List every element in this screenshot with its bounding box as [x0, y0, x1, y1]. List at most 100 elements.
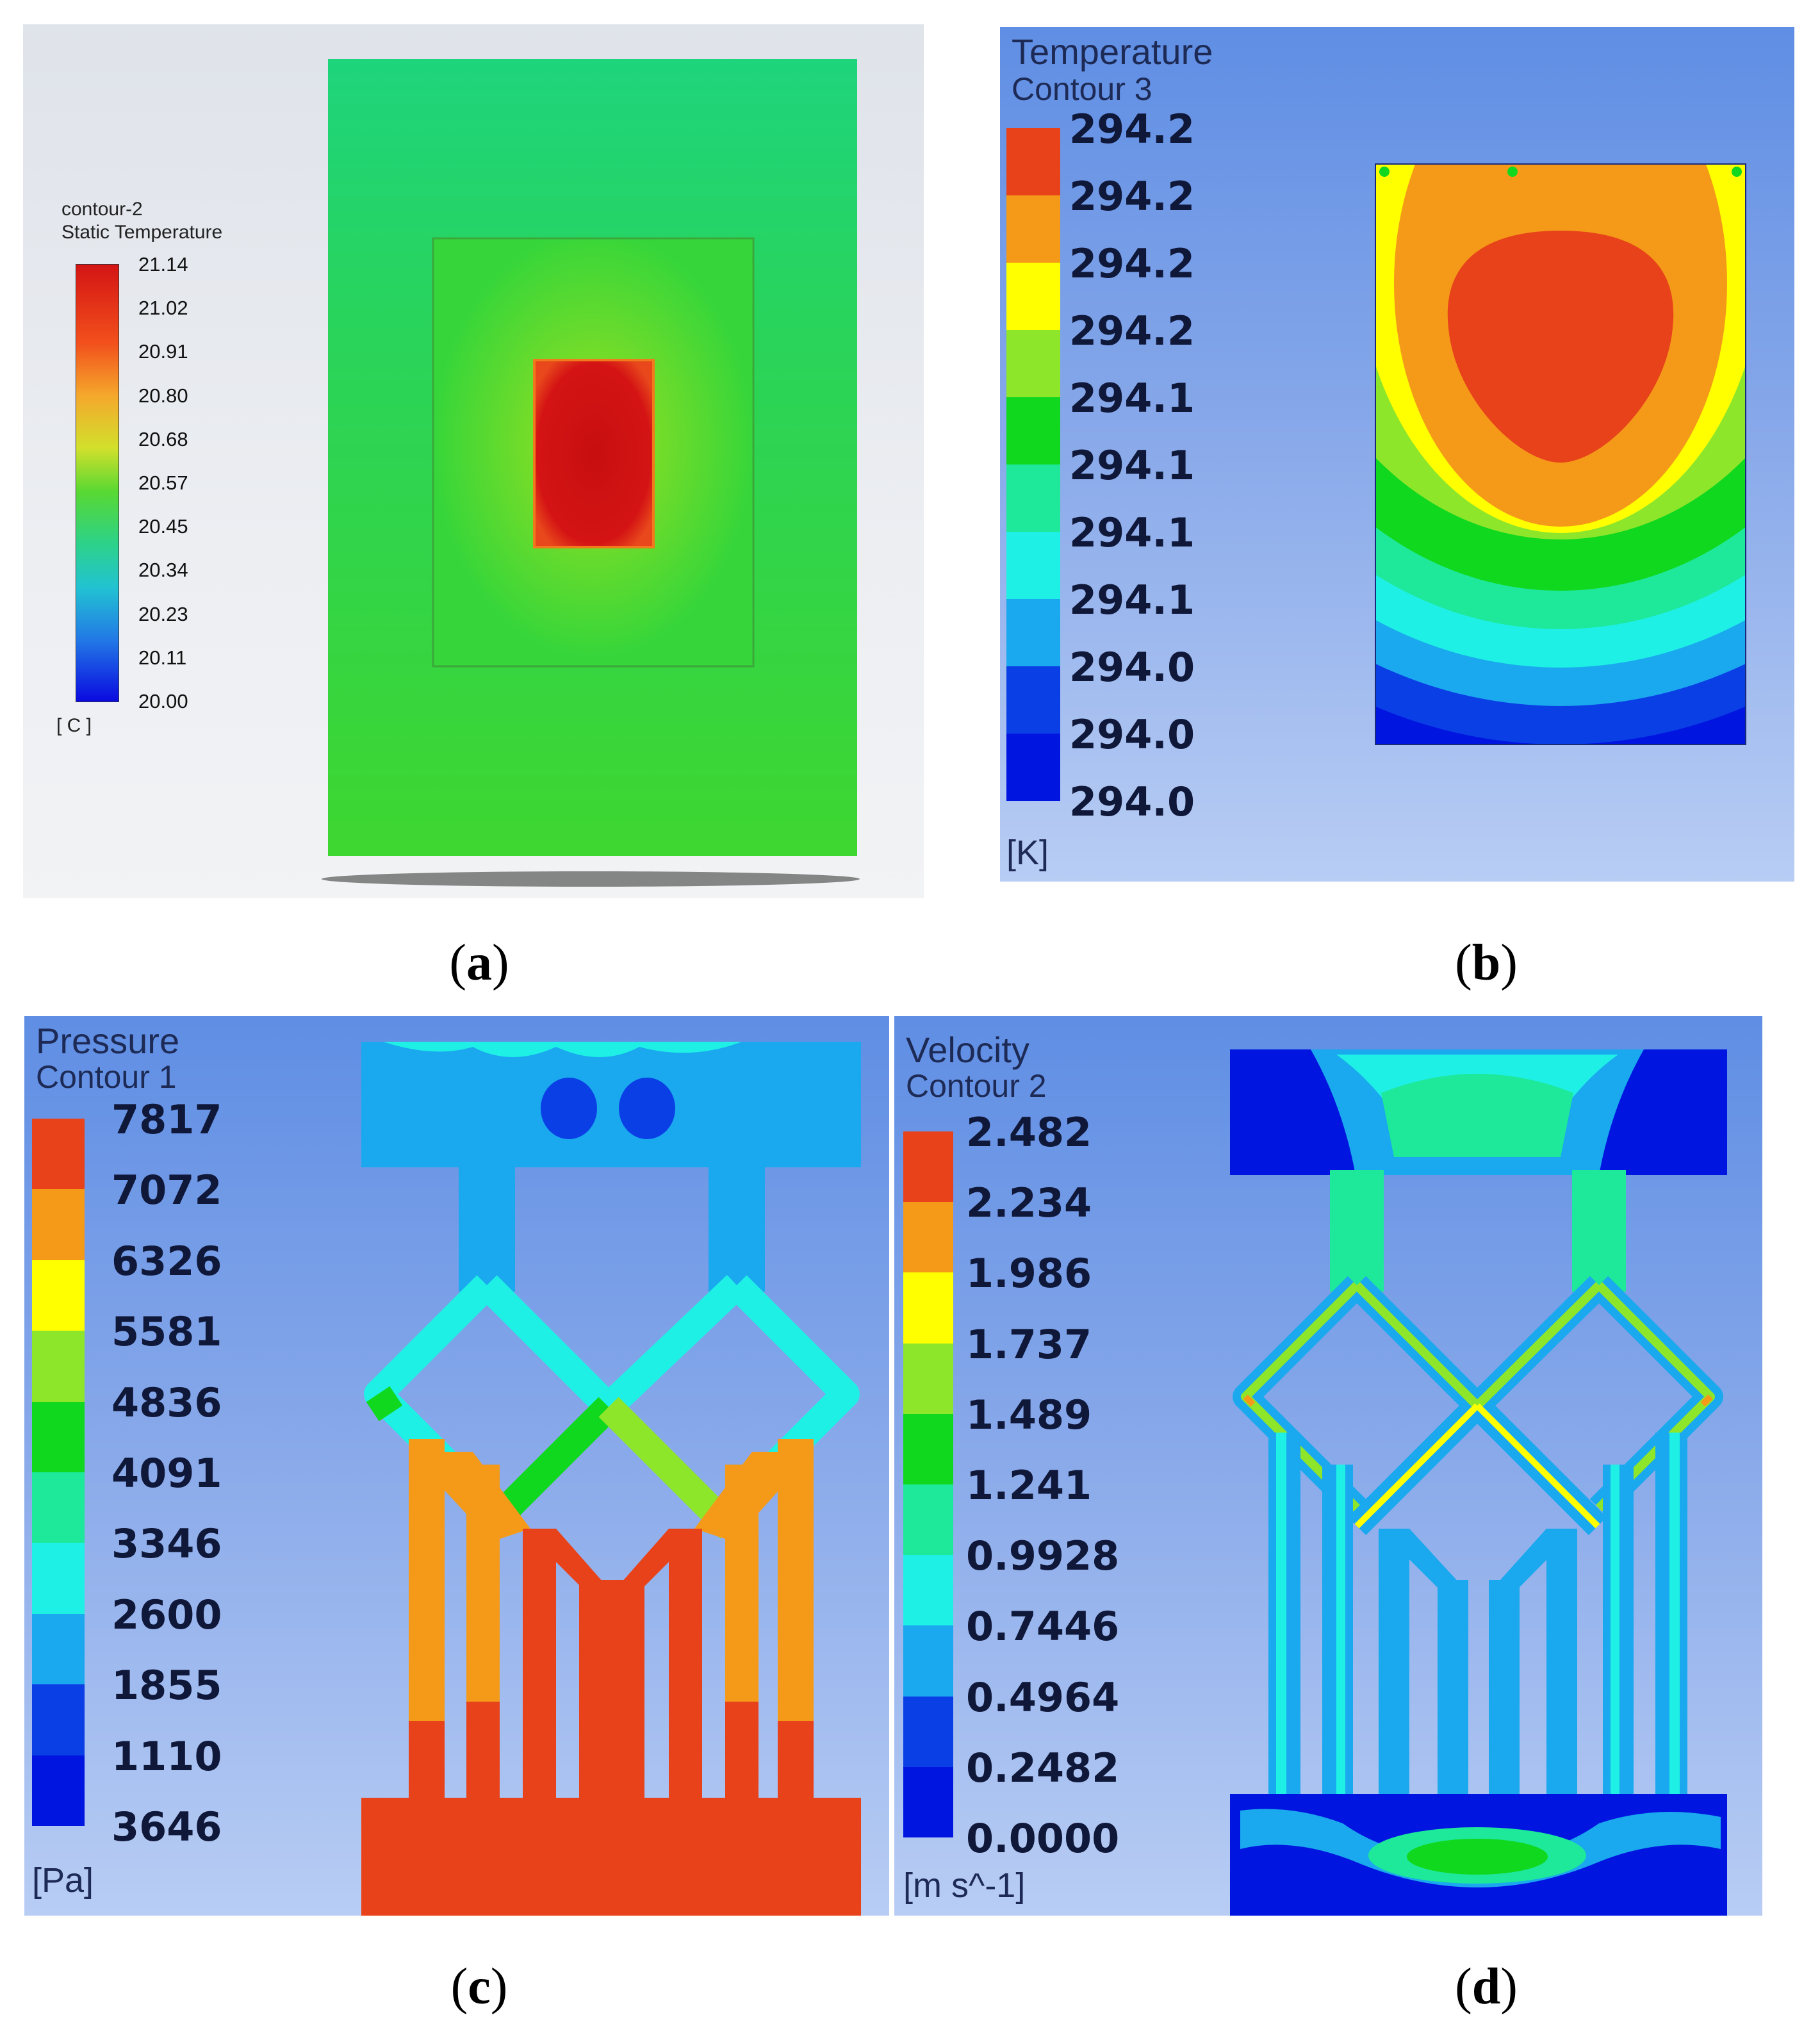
- legend-color-band: [32, 1401, 85, 1472]
- legend-tick-label: 5581: [111, 1308, 222, 1356]
- legend-tick-label: 294.2: [1069, 173, 1195, 220]
- domain-plot: [322, 59, 860, 887]
- legend-tick-label: 20.57: [138, 472, 188, 494]
- legend-tick-label: 6326: [111, 1237, 222, 1285]
- caption-d: (d): [1455, 1959, 1518, 2015]
- legend-color-band: [903, 1766, 953, 1837]
- legend-tick-label: 21.02: [138, 297, 188, 320]
- legend-unit: [K]: [1006, 834, 1049, 872]
- legend-color-band: [32, 1331, 85, 1402]
- legend-color-band: [903, 1131, 953, 1203]
- legend-color-band: [903, 1202, 953, 1273]
- domain-plot: [1375, 163, 1746, 745]
- legend-colorbar: [903, 1131, 953, 1837]
- domain-plot: [361, 1042, 861, 1916]
- legend-colorbar: [76, 264, 119, 702]
- legend-tick-label: 294.0: [1069, 778, 1195, 825]
- legend-tick-label: 2.482: [966, 1109, 1092, 1156]
- legend-color-band: [32, 1684, 85, 1755]
- legend-color-band: [903, 1413, 953, 1484]
- legend-contour-name: Contour 1: [36, 1059, 177, 1095]
- legend-tick-label: 3346: [111, 1520, 222, 1568]
- legend-tick-label: 7817: [111, 1096, 222, 1143]
- legend-tick-label: 20.80: [138, 384, 188, 407]
- legend-color-band: [32, 1613, 85, 1685]
- panel-c-pressure: Pressure Contour 1 7817 7072 6326 5581 4836 4…: [24, 1016, 889, 1916]
- legend-tick-label: 0.9928: [966, 1533, 1120, 1580]
- legend-color-band: [903, 1484, 953, 1556]
- shadow: [322, 871, 860, 887]
- legend-color-band: [32, 1472, 85, 1543]
- legend-color-band: [903, 1555, 953, 1626]
- heat-source: [533, 359, 655, 548]
- legend-color-band: [1006, 397, 1060, 464]
- legend-title: Pressure: [36, 1021, 180, 1061]
- legend-tick-label: 0.4964: [966, 1673, 1120, 1721]
- legend-contour-name: Contour 2: [906, 1068, 1047, 1104]
- legend-color-band: [1006, 532, 1060, 599]
- legend-color-band: [903, 1696, 953, 1767]
- legend-color-band: [1006, 195, 1060, 263]
- domain-plot: [1230, 1049, 1727, 1916]
- legend-tick-label: 20.68: [138, 427, 188, 450]
- legend-tick-label: 294.2: [1069, 308, 1195, 354]
- legend-tick-label: 294.0: [1069, 644, 1195, 691]
- legend-colorbar: [32, 1119, 85, 1826]
- legend-tick-label: 20.45: [138, 515, 188, 538]
- legend-tick-label: 4836: [111, 1379, 222, 1426]
- legend-color-band: [1006, 263, 1060, 330]
- legend-tick-label: 20.23: [138, 602, 188, 625]
- legend-color-band: [1006, 330, 1060, 397]
- caption-b: (b): [1455, 935, 1518, 991]
- legend-tick-label: 0.0000: [966, 1815, 1120, 1862]
- legend-tick-label: 20.00: [138, 690, 188, 712]
- legend-color-band: [32, 1260, 85, 1331]
- legend-tick-label: 294.1: [1069, 509, 1195, 556]
- legend-colorbar: [1006, 128, 1060, 801]
- panel-a-static-temperature: contour-2 Static Temperature 21.14 21.02 2…: [23, 24, 924, 898]
- caption-c: (c): [450, 1959, 508, 2015]
- legend-tick-label: 294.2: [1069, 240, 1195, 287]
- legend-color-band: [1006, 128, 1060, 195]
- caption-a: (a): [449, 935, 509, 991]
- legend-unit: [m s^-1]: [903, 1866, 1026, 1905]
- legend-color-band: [32, 1119, 85, 1190]
- legend-title: Velocity: [906, 1030, 1029, 1070]
- legend-tick-label: 4091: [111, 1450, 222, 1497]
- legend-variable: Static Temperature: [61, 222, 223, 243]
- legend-color-band: [1006, 599, 1060, 666]
- legend-contour-name: Contour 3: [1012, 71, 1152, 107]
- legend-tick-label: 1.737: [966, 1320, 1092, 1368]
- legend-tick-label: 21.14: [138, 253, 188, 275]
- legend-tick-label: 294.0: [1069, 711, 1195, 758]
- panel-d-velocity: Velocity Contour 2 2.482 2.234 1.986 1.737 1…: [894, 1016, 1762, 1916]
- legend-tick-label: 1110: [111, 1732, 222, 1780]
- legend-tick-label: 294.1: [1069, 577, 1195, 623]
- hot-core: [1447, 231, 1674, 463]
- legend-tick-label: 2.234: [966, 1179, 1092, 1227]
- bottom-plenum: [361, 1798, 861, 1916]
- legend-unit: [ C ]: [56, 715, 92, 736]
- legend-color-band: [32, 1543, 85, 1614]
- legend-unit: [Pa]: [32, 1861, 94, 1900]
- legend-tick-label: 20.34: [138, 559, 188, 582]
- legend-tick-label: 2600: [111, 1591, 222, 1638]
- legend-color-band: [32, 1189, 85, 1260]
- legend-tick-label: 1855: [111, 1662, 222, 1709]
- legend-tick-label: 1.241: [966, 1462, 1092, 1509]
- legend-title: Temperature: [1012, 31, 1213, 72]
- legend-color-band: [903, 1625, 953, 1697]
- legend-color-band: [903, 1272, 953, 1344]
- legend-color-band: [903, 1343, 953, 1414]
- legend-tick-label: 1.986: [966, 1250, 1092, 1297]
- legend-tick-label: 7072: [111, 1167, 222, 1214]
- legend-color-band: [1006, 666, 1060, 734]
- legend-tick-label: 0.7446: [966, 1603, 1120, 1650]
- legend-color-band: [32, 1755, 85, 1826]
- legend-color-band: [1006, 734, 1060, 801]
- legend-color-band: [1006, 464, 1060, 532]
- legend-tick-label: 294.1: [1069, 375, 1195, 422]
- legend-tick-label: 294.1: [1069, 442, 1195, 489]
- legend-tick-label: 20.91: [138, 340, 188, 363]
- legend-tick-label: 3646: [111, 1804, 222, 1850]
